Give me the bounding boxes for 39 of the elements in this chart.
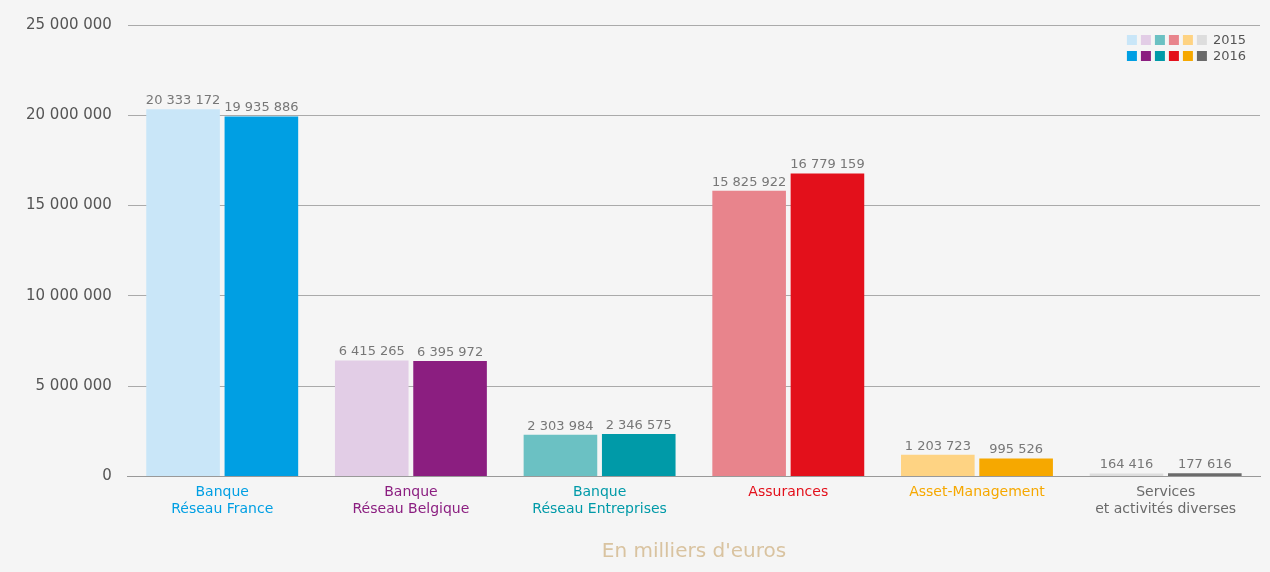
bar bbox=[601, 434, 676, 476]
y-tick-label: 15 000 000 bbox=[25, 195, 112, 214]
data-label: 19 935 886 bbox=[224, 99, 299, 115]
bar bbox=[1089, 473, 1164, 476]
data-label: 6 395 972 bbox=[416, 343, 484, 359]
data-label: 164 416 bbox=[1099, 456, 1154, 472]
x-tick-label: Assurances bbox=[748, 483, 829, 500]
bar bbox=[901, 454, 975, 476]
bar bbox=[790, 173, 865, 476]
data-label: 16 779 159 bbox=[790, 156, 865, 172]
bar bbox=[523, 434, 598, 476]
bar bbox=[979, 458, 1053, 476]
y-tick-label: 0 bbox=[102, 466, 112, 485]
x-tick-label: Banque Réseau France bbox=[171, 483, 274, 517]
legend-label: 2016 bbox=[1212, 48, 1247, 64]
x-tick-label: Services et activités diverses bbox=[1095, 483, 1237, 517]
bar bbox=[1168, 473, 1242, 476]
data-label: 2 303 984 bbox=[527, 417, 594, 433]
bar bbox=[413, 360, 487, 476]
x-axis-title: En milliers d'euros bbox=[601, 538, 787, 563]
y-tick-label: 25 000 000 bbox=[25, 14, 112, 33]
y-tick-label: 20 000 000 bbox=[25, 105, 112, 124]
data-label: 995 526 bbox=[989, 441, 1044, 457]
y-tick-label: 10 000 000 bbox=[25, 285, 112, 304]
bar bbox=[146, 109, 220, 476]
data-label: 177 616 bbox=[1177, 456, 1232, 472]
legend-label: 2015 bbox=[1212, 32, 1247, 48]
y-tick-label: 5 000 000 bbox=[35, 376, 112, 395]
data-label: 15 825 922 bbox=[711, 173, 787, 189]
bar bbox=[224, 116, 299, 476]
bar bbox=[712, 190, 786, 476]
data-label: 6 415 265 bbox=[338, 343, 405, 359]
data-label: 20 333 172 bbox=[145, 92, 221, 108]
data-label: 2 346 575 bbox=[605, 416, 672, 432]
x-tick-label: Asset-Management bbox=[909, 483, 1046, 500]
x-tick-label: Banque Réseau Belgique bbox=[352, 483, 470, 517]
bar bbox=[334, 360, 409, 476]
x-tick-label: Banque Réseau Entreprises bbox=[532, 483, 667, 517]
data-label: 1 203 723 bbox=[904, 437, 971, 453]
